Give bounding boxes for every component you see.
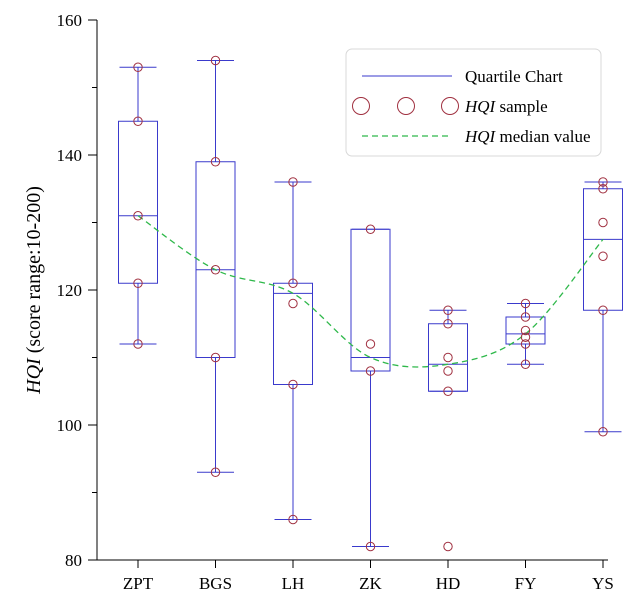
sample-point [133, 339, 143, 349]
boxes [118, 60, 623, 547]
quartile-box [583, 188, 623, 311]
quartile-box [195, 161, 236, 358]
legend-sample-marker-2 [397, 97, 415, 115]
y-tick-label: 160 [57, 11, 83, 30]
median-trend [137, 215, 604, 368]
x-tick-label: LH [282, 574, 305, 593]
box-LH [273, 181, 313, 520]
sample-point [520, 325, 531, 336]
sample-point [365, 366, 376, 376]
box-BGS [195, 60, 236, 473]
sample-point [133, 211, 143, 221]
sample-point [443, 541, 453, 552]
sample-point [598, 305, 608, 315]
sample-point [520, 332, 531, 342]
sample-point [598, 184, 608, 194]
sample-point [443, 319, 453, 329]
box-YS [583, 181, 623, 433]
box-ZPT [118, 66, 158, 345]
x-ticks: ZPT BGS LH ZK HD FY YS [123, 560, 614, 593]
y-tick-label: 80 [65, 551, 82, 570]
quartile-box [505, 316, 546, 345]
sample-point [133, 116, 143, 126]
sample-point [210, 352, 221, 363]
sample-point [443, 352, 453, 363]
sample-point [133, 62, 143, 72]
sample-point [520, 339, 531, 349]
y-tick-label: 100 [57, 416, 83, 435]
y-ticks: 80 100 120 140 160 [57, 11, 97, 570]
x-tick-label: ZPT [123, 574, 154, 593]
sample-point [288, 379, 298, 390]
y-tick-label: 120 [57, 281, 83, 300]
sample-point [210, 265, 221, 275]
sample-point [365, 541, 376, 552]
sample-point [365, 339, 376, 349]
sample-point [520, 312, 531, 322]
legend-quartile-label: Quartile Chart [465, 67, 563, 86]
sample-point [598, 427, 608, 437]
sample-point [133, 278, 143, 288]
sample-point [288, 298, 298, 309]
sample-point [443, 305, 453, 315]
quartile-box [350, 228, 391, 372]
legend-sample-label-rest: sample [495, 97, 547, 116]
sample-point [365, 224, 376, 234]
sample-point [598, 217, 608, 228]
x-tick-label: FY [515, 574, 537, 593]
sample-point [443, 386, 453, 396]
sample-point [210, 467, 221, 477]
legend-sample-label-italic: HQI [464, 97, 497, 116]
sample-point [598, 251, 608, 261]
legend-median-label-italic: HQI [464, 127, 497, 146]
x-tick-label: ZK [359, 574, 382, 593]
x-tick-label: YS [592, 574, 614, 593]
quartile-box [118, 120, 158, 284]
sample-point [210, 55, 221, 66]
quartile-box [273, 282, 313, 385]
legend-median-label: HQI median value [464, 127, 591, 146]
sample-point [288, 278, 298, 288]
box-ZK [350, 228, 391, 547]
x-tick-label: BGS [199, 574, 232, 593]
y-tick-label: 140 [57, 146, 83, 165]
sample-point [288, 177, 298, 187]
samples [133, 55, 608, 552]
sample-point [598, 177, 608, 187]
median-trend-line [137, 215, 604, 368]
sample-point [520, 359, 531, 369]
sample-point [520, 298, 531, 309]
y-axis-title: HQI (score range:10-200) [23, 186, 45, 395]
y-axis-title-italic: HQI [23, 357, 45, 395]
legend-sample-marker-3 [441, 97, 459, 115]
sample-point [443, 366, 453, 376]
box-HD [428, 309, 468, 392]
legend-sample-marker-1 [352, 97, 370, 115]
y-axis-title-rest: (score range:10-200) [23, 186, 45, 358]
legend-median-label-rest: median value [495, 127, 590, 146]
sample-point [288, 514, 298, 525]
legend: Quartile Chart HQI sample HQI median val… [345, 48, 602, 157]
quartile-box [428, 323, 468, 392]
sample-point [210, 157, 221, 167]
legend-sample-label: HQI sample [464, 97, 548, 116]
x-tick-label: HD [436, 574, 461, 593]
